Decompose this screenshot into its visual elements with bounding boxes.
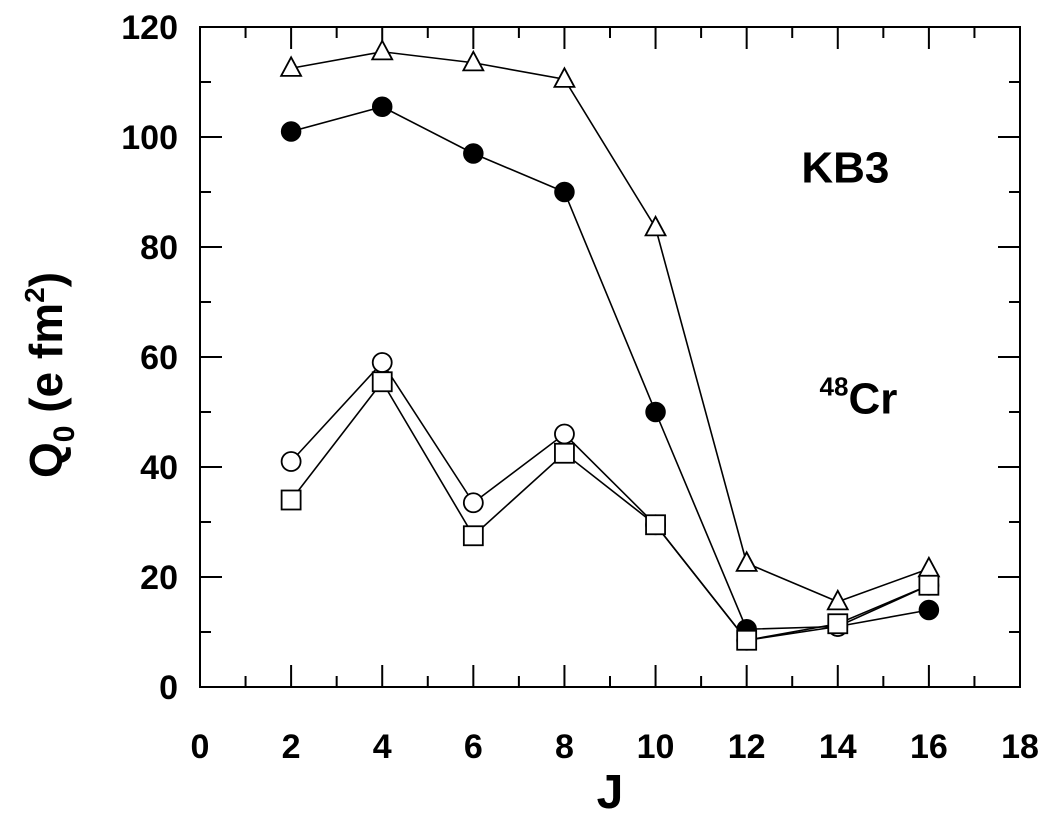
x-tick-label: 16	[910, 728, 948, 766]
annotation-text: Cr	[848, 375, 897, 424]
y-tick-label: 60	[140, 339, 178, 377]
data-point-circle-filled	[282, 122, 301, 141]
y-axis-title-superscript: 2	[19, 287, 50, 303]
data-point-triangle-open	[737, 552, 757, 571]
data-point-circle-open	[555, 425, 574, 444]
data-point-circle-open	[464, 493, 483, 512]
x-tick-label: 6	[464, 728, 483, 766]
data-point-square-open	[464, 526, 483, 545]
series-line-triangle-open	[291, 52, 929, 602]
x-tick-label: 8	[555, 728, 574, 766]
data-point-circle-filled	[555, 183, 574, 202]
data-point-square-open	[828, 614, 847, 633]
y-tick-label: 100	[121, 119, 178, 157]
y-axis-title-subscript: 0	[48, 426, 81, 443]
x-tick-label: 10	[637, 728, 675, 766]
data-point-square-open	[646, 515, 665, 534]
plot-frame	[200, 27, 1020, 687]
x-axis-title: J	[597, 766, 624, 816]
x-tick-label: 14	[819, 728, 857, 766]
y-tick-label: 80	[140, 229, 178, 267]
data-point-circle-filled	[373, 97, 392, 116]
data-point-circle-filled	[646, 403, 665, 422]
annotation-superscript: 48	[820, 372, 849, 402]
y-axis-title-symbol: Q	[20, 442, 72, 478]
y-axis-title-unit: (e fm	[20, 303, 72, 426]
x-tick-label: 18	[1001, 728, 1039, 766]
data-point-triangle-open	[919, 558, 939, 577]
y-tick-label: 40	[140, 449, 178, 487]
x-tick-label: 2	[282, 728, 301, 766]
data-point-triangle-open	[372, 41, 392, 60]
data-point-triangle-open	[646, 217, 666, 236]
annotation-model: KB3	[801, 144, 889, 193]
x-tick-label: 0	[191, 728, 210, 766]
y-tick-label: 0	[159, 669, 178, 707]
annotation-nucleus: 48Cr	[820, 372, 898, 424]
y-tick-label: 20	[140, 559, 178, 597]
x-tick-label: 12	[728, 728, 766, 766]
data-point-square-open	[373, 372, 392, 391]
data-point-square-open	[555, 444, 574, 463]
data-point-circle-open	[282, 452, 301, 471]
data-point-triangle-open	[828, 591, 848, 610]
y-axis-title-unit-close: )	[20, 272, 72, 287]
data-point-square-open	[282, 491, 301, 510]
y-tick-label: 120	[121, 9, 178, 47]
x-tick-label: 4	[373, 728, 392, 766]
data-point-circle-filled	[464, 144, 483, 163]
data-point-square-open	[919, 576, 938, 595]
y-axis-title: Q0 (e fm2)	[19, 272, 81, 478]
data-point-square-open	[737, 631, 756, 650]
data-point-circle-open	[373, 353, 392, 372]
data-point-circle-filled	[919, 601, 938, 620]
